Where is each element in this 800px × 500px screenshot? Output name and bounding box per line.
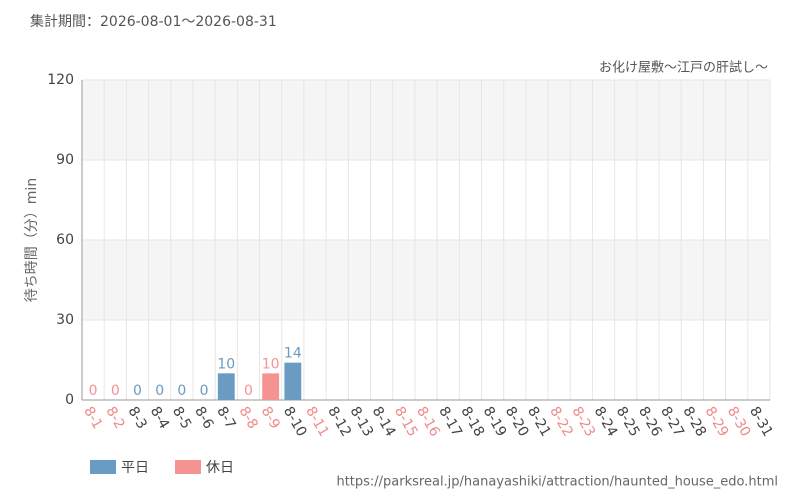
subtitle: お化け屋敷～江戸の肝試し～ bbox=[599, 60, 768, 76]
grid-band bbox=[82, 240, 770, 320]
legend-label: 平日 bbox=[121, 460, 149, 476]
source-url: https://parksreal.jp/hanayashiki/attract… bbox=[336, 475, 778, 490]
data-label: 0 bbox=[244, 383, 253, 399]
data-label: 0 bbox=[89, 383, 98, 399]
x-tick-label: 8-8 bbox=[236, 404, 261, 432]
data-label: 0 bbox=[200, 383, 209, 399]
data-label: 0 bbox=[133, 383, 142, 399]
x-tick-label: 8-2 bbox=[102, 404, 127, 432]
x-tick-label: 8-5 bbox=[169, 404, 194, 432]
y-tick-label: 0 bbox=[65, 392, 74, 408]
bar bbox=[262, 373, 280, 400]
legend-swatch bbox=[90, 460, 116, 474]
y-tick-label: 120 bbox=[47, 72, 74, 88]
bar bbox=[217, 373, 235, 400]
x-tick-label: 8-9 bbox=[258, 404, 283, 432]
bar bbox=[284, 362, 302, 400]
data-label: 10 bbox=[262, 356, 280, 372]
data-label: 0 bbox=[177, 383, 186, 399]
x-tick-label: 8-3 bbox=[125, 404, 150, 432]
period: 集計期間：2026-08-01～2026-08-31 bbox=[30, 13, 277, 30]
data-label: 0 bbox=[111, 383, 120, 399]
data-label: 14 bbox=[284, 346, 302, 362]
y-tick-label: 60 bbox=[56, 232, 74, 248]
grid-band bbox=[82, 80, 770, 160]
x-tick-label: 8-6 bbox=[191, 404, 216, 432]
y-axis-label: 待ち時間（分）min bbox=[24, 178, 40, 302]
legend-label: 休日 bbox=[206, 460, 234, 476]
data-label: 10 bbox=[217, 356, 235, 372]
x-tick-label: 8-1 bbox=[80, 404, 105, 432]
y-tick-label: 90 bbox=[56, 152, 74, 168]
x-tick-label: 8-31 bbox=[746, 404, 776, 440]
data-label: 0 bbox=[155, 383, 164, 399]
legend-swatch bbox=[175, 460, 201, 474]
x-tick-label: 8-4 bbox=[147, 404, 172, 432]
x-tick-label: 8-7 bbox=[213, 404, 238, 432]
y-tick-label: 30 bbox=[56, 312, 74, 328]
